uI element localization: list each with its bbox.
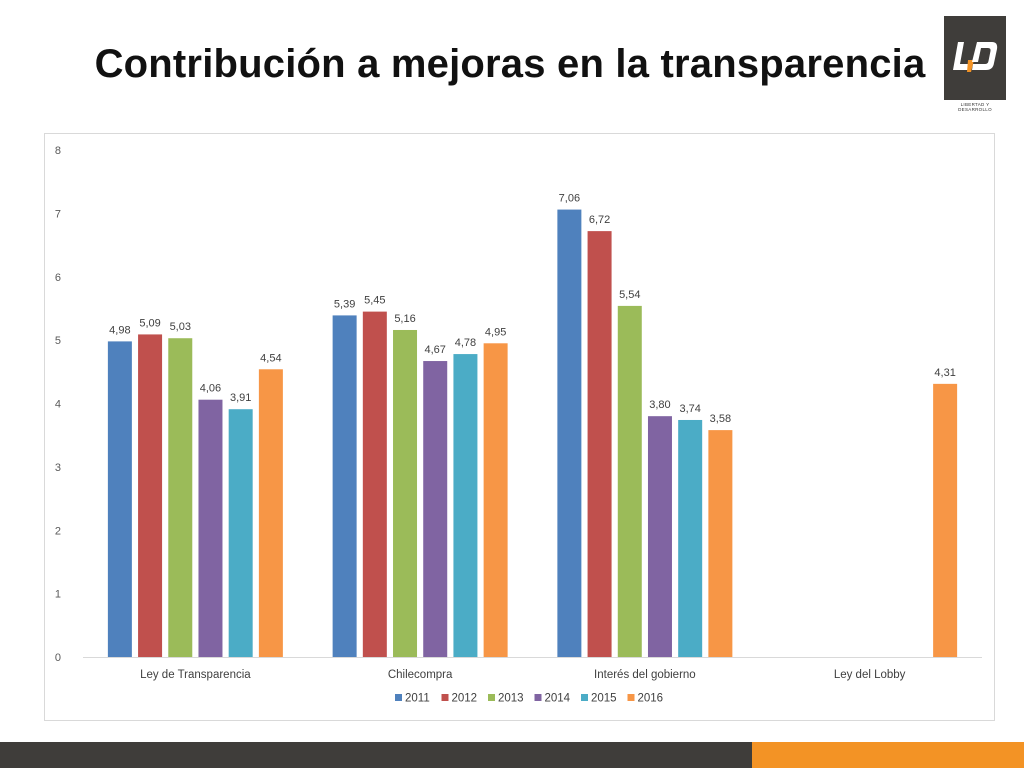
category-labels: Ley de Transparencia Chilecompra Interés d… — [140, 669, 906, 681]
ld-logo — [944, 16, 1006, 100]
y-tick-label: 7 — [55, 208, 61, 220]
y-tick-label: 3 — [55, 462, 61, 474]
y-tick-label: 6 — [55, 272, 61, 284]
category-label: Interés del gobierno — [594, 669, 696, 681]
legend-label: 2014 — [545, 693, 571, 705]
bar-2016 — [483, 343, 508, 657]
data-label: 5,39 — [334, 298, 355, 310]
ld-logo-mark — [953, 42, 998, 72]
legend-label: 2013 — [498, 693, 524, 705]
data-label: 5,16 — [394, 313, 415, 325]
bar-2013 — [168, 338, 193, 657]
category-label: Ley de Transparencia — [140, 669, 251, 681]
category-label: Ley del Lobby — [834, 669, 906, 681]
footer-bar-dark — [0, 742, 752, 768]
data-label: 5,45 — [364, 295, 385, 307]
legend-swatch-2011 — [395, 694, 402, 701]
bar-2012 — [587, 231, 612, 657]
bars — [107, 209, 958, 657]
chart-frame: 0 1 2 3 4 5 6 7 8 4,98 5,09 5,03 4,06 3,91 4,54 5,39 5,… — [44, 133, 995, 721]
y-tick-label: 0 — [55, 652, 61, 664]
bar-chart: 0 1 2 3 4 5 6 7 8 4,98 5,09 5,03 4,06 3,91 4,54 5,39 5,… — [55, 145, 982, 705]
bar-2014 — [647, 416, 672, 657]
legend: 2011 2012 2013 2014 2015 2016 — [395, 693, 663, 705]
data-label: 4,31 — [934, 367, 955, 379]
y-tick-label: 1 — [55, 589, 61, 601]
y-tick-label: 4 — [55, 399, 61, 411]
slide-title: Contribución a mejoras en la transparenc… — [94, 42, 926, 86]
data-label: 4,54 — [260, 352, 281, 364]
data-label: 3,91 — [230, 392, 251, 404]
legend-label: 2016 — [638, 693, 664, 705]
data-label: 4,78 — [455, 337, 476, 349]
bar-2015 — [453, 354, 478, 657]
data-label: 6,72 — [589, 214, 610, 226]
data-label: 4,95 — [485, 326, 506, 338]
bar-2011 — [107, 341, 132, 657]
bar-2011 — [332, 315, 357, 657]
bar-2013 — [393, 329, 418, 657]
bar-2014 — [423, 361, 448, 657]
data-label: 3,58 — [710, 413, 731, 425]
legend-swatch-2015 — [581, 694, 588, 701]
data-label: 3,74 — [679, 403, 700, 415]
legend-label: 2015 — [591, 693, 617, 705]
bar-2013 — [617, 305, 642, 657]
bar-2012 — [138, 334, 163, 657]
data-label: 5,03 — [170, 321, 191, 333]
data-label: 7,06 — [559, 193, 580, 205]
bar-2016 — [708, 430, 733, 657]
legend-swatch-2016 — [627, 694, 635, 701]
data-label: 5,09 — [139, 317, 160, 329]
legend-swatch-2012 — [441, 694, 449, 701]
logo-caption-wrap: LIBERTAD Y DESARROLLO — [944, 16, 1006, 116]
data-label: 4,98 — [109, 324, 130, 336]
data-label: 4,67 — [425, 344, 446, 356]
y-axis-ticks: 0 1 2 3 4 5 6 7 8 — [55, 145, 61, 664]
bar-2011 — [557, 209, 582, 657]
legend-swatch-2014 — [534, 694, 542, 701]
bar-2015 — [228, 409, 253, 657]
bar-2012 — [362, 311, 387, 657]
data-label: 3,80 — [649, 399, 670, 411]
category-label: Chilecompra — [388, 669, 453, 681]
footer-bar-orange — [752, 742, 1024, 768]
bar-2015 — [678, 419, 703, 657]
legend-swatch-2013 — [488, 694, 495, 701]
bar-2016 — [258, 369, 283, 657]
logo-caption: LIBERTAD Y DESARROLLO — [958, 102, 992, 112]
legend-label: 2012 — [452, 693, 478, 705]
y-tick-label: 2 — [55, 525, 61, 537]
data-labels: 4,98 5,09 5,03 4,06 3,91 4,54 5,39 5,45 5,16 4,67… — [109, 193, 956, 426]
bar-2014 — [198, 399, 223, 657]
data-label: 4,06 — [200, 383, 221, 395]
y-tick-label: 8 — [55, 145, 61, 157]
bar-2016 — [933, 383, 958, 657]
data-label: 5,54 — [619, 289, 640, 301]
y-tick-label: 5 — [55, 335, 61, 347]
legend-label: 2011 — [405, 693, 430, 705]
